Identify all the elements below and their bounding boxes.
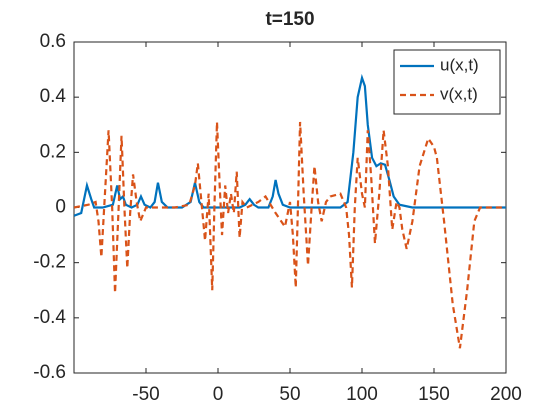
legend-box [393,49,501,115]
y-tick-label: -0.6 [33,362,66,383]
y-tick-label: -0.2 [33,252,66,273]
legend-label: v(x,t) [440,84,478,103]
y-tick-label: 0.6 [40,31,66,52]
line-series [74,121,506,349]
x-tick-label: 100 [346,384,378,405]
legend-label: u(x,t) [440,55,479,74]
x-tick-label: -50 [132,384,159,405]
y-tick-label: -0.4 [33,307,66,328]
x-tick-label: 150 [418,384,450,405]
y-tick-label: 0.4 [40,86,67,107]
x-tick-label: 200 [490,384,522,405]
y-tick-label: 0 [55,197,66,218]
y-tick-label: 0.2 [40,141,66,162]
chart-title: t=150 [265,9,314,30]
x-tick-label: 50 [279,384,300,405]
line-series [74,73,506,217]
x-tick-label: 0 [213,384,224,405]
